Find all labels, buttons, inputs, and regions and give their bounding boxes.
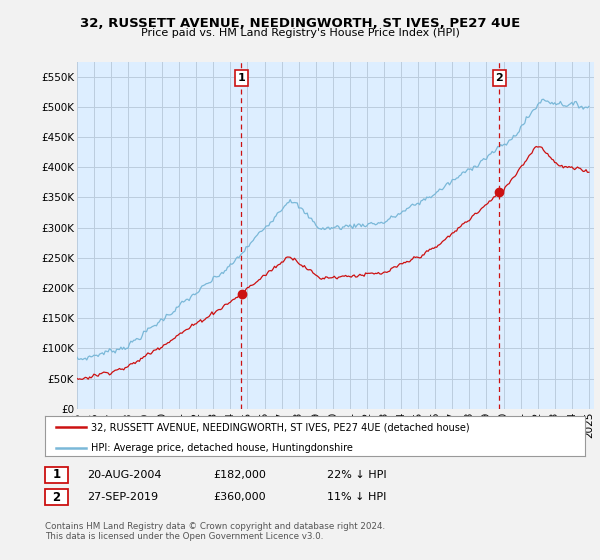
- Text: 22% ↓ HPI: 22% ↓ HPI: [327, 470, 386, 480]
- Text: Contains HM Land Registry data © Crown copyright and database right 2024.
This d: Contains HM Land Registry data © Crown c…: [45, 522, 385, 542]
- Text: 11% ↓ HPI: 11% ↓ HPI: [327, 492, 386, 502]
- Text: HPI: Average price, detached house, Huntingdonshire: HPI: Average price, detached house, Hunt…: [91, 442, 353, 452]
- Text: 2: 2: [496, 73, 503, 83]
- Text: 27-SEP-2019: 27-SEP-2019: [87, 492, 158, 502]
- Text: 32, RUSSETT AVENUE, NEEDINGWORTH, ST IVES, PE27 4UE: 32, RUSSETT AVENUE, NEEDINGWORTH, ST IVE…: [80, 17, 520, 30]
- Text: £182,000: £182,000: [213, 470, 266, 480]
- Text: £360,000: £360,000: [213, 492, 266, 502]
- Text: 20-AUG-2004: 20-AUG-2004: [87, 470, 161, 480]
- Text: 1: 1: [238, 73, 245, 83]
- Text: 1: 1: [52, 468, 61, 482]
- Text: 2: 2: [52, 491, 61, 504]
- Text: Price paid vs. HM Land Registry's House Price Index (HPI): Price paid vs. HM Land Registry's House …: [140, 28, 460, 38]
- Text: 32, RUSSETT AVENUE, NEEDINGWORTH, ST IVES, PE27 4UE (detached house): 32, RUSSETT AVENUE, NEEDINGWORTH, ST IVE…: [91, 422, 470, 432]
